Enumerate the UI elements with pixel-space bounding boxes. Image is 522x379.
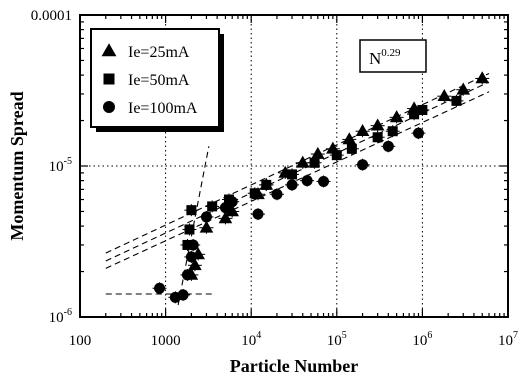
data-point-triangle [456, 82, 471, 95]
x-tick-label-base: 1000 [151, 333, 181, 349]
data-point-square [417, 104, 428, 115]
y-tick-label-base: 10 [49, 310, 64, 326]
x-tick-label: 1000 [151, 333, 181, 349]
data-point-circle [185, 251, 197, 263]
y-tick-label: 0.0001 [31, 8, 72, 24]
data-point-square [451, 95, 462, 106]
series-square [180, 94, 464, 251]
annotation-box [359, 39, 427, 73]
annotation-text: N0.29 [369, 47, 401, 68]
data-point-circle [318, 175, 330, 187]
data-point-circle [181, 269, 193, 281]
data-point-triangle [199, 220, 214, 233]
x-tick-label-base: 10 [498, 333, 513, 349]
guide-line [105, 91, 490, 269]
data-point-square [309, 157, 320, 168]
data-point-triangle [370, 118, 385, 131]
data-point-square [184, 224, 195, 235]
data-point-square [387, 126, 398, 137]
axis-ticks [79, 15, 508, 318]
data-point-circle [286, 179, 298, 191]
y-tick-label: 10-5 [49, 156, 72, 175]
data-point-circle [226, 196, 238, 208]
x-tick-label-exponent: 5 [342, 330, 347, 341]
data-point-circle [271, 188, 283, 200]
data-point-triangle [225, 204, 240, 217]
data-point-square [207, 201, 218, 212]
x-tick-label: 100 [69, 333, 92, 349]
data-point-square [346, 143, 357, 154]
y-tick-label-exponent: -6 [64, 307, 72, 318]
annotation-base: N [369, 49, 381, 68]
x-tick-label-base: 100 [69, 333, 92, 349]
data-point-square [409, 109, 420, 120]
x-tick-label-exponent: 7 [513, 330, 518, 341]
data-point-circle [200, 211, 212, 223]
y-axis-label: Momentum Spread [7, 91, 27, 240]
data-point-circle [301, 175, 313, 187]
x-tick-label-exponent: 6 [427, 330, 432, 341]
data-point-triangle [188, 258, 202, 271]
data-point-square [249, 188, 260, 199]
x-tick-label-exponent: 4 [256, 330, 261, 341]
data-point-circle [177, 289, 189, 301]
data-point-triangle [295, 155, 310, 168]
data-point-triangle [355, 124, 370, 137]
annotation-exponent: 0.29 [381, 47, 401, 59]
data-points [152, 71, 490, 304]
data-point-square [372, 132, 383, 143]
data-point-triangle [218, 211, 233, 224]
x-tick-label: 105 [327, 330, 347, 349]
x-axis-label: Particle Number [230, 356, 358, 376]
x-tick-label: 106 [412, 330, 432, 349]
exponent-annotation: N0.29 [359, 39, 427, 73]
data-point-triangle [310, 146, 325, 159]
x-tick-label: 104 [241, 330, 261, 349]
data-point-square [331, 150, 342, 161]
legend-marker-square [103, 73, 115, 85]
y-tick-label-exponent: -5 [64, 156, 72, 167]
data-point-square [186, 205, 197, 216]
legend-label: Ie=100mA [128, 100, 198, 117]
x-tick-label-base: 10 [241, 333, 256, 349]
legend-marker-triangle [101, 43, 117, 57]
data-point-triangle [389, 110, 404, 123]
data-point-square [287, 169, 298, 180]
data-point-triangle [475, 71, 490, 84]
data-point-circle [154, 282, 166, 294]
data-point-circle [382, 140, 394, 152]
x-tick-label: 107 [498, 330, 518, 349]
legend: Ie=25mA Ie=50mA Ie=100mA [90, 28, 224, 132]
data-point-triangle [342, 132, 357, 145]
data-point-square [261, 179, 272, 190]
y-tick-label-base: 10 [49, 159, 64, 175]
data-point-circle [412, 127, 424, 139]
data-point-circle [357, 159, 369, 171]
y-tick-label: 10-6 [49, 307, 72, 326]
x-tick-label-base: 10 [412, 333, 427, 349]
data-point-circle [252, 208, 264, 220]
series-circle [152, 127, 426, 304]
x-tick-label-base: 10 [327, 333, 342, 349]
legend-marker-circle [103, 101, 115, 113]
legend-label: Ie=50mA [128, 72, 190, 89]
data-point-circle [187, 239, 199, 251]
data-point-triangle [437, 89, 452, 102]
legend-label: Ie=25mA [128, 44, 190, 61]
y-tick-label-base: 0.0001 [31, 8, 72, 24]
legend-items: Ie=25mA Ie=50mA Ie=100mA [101, 43, 198, 117]
